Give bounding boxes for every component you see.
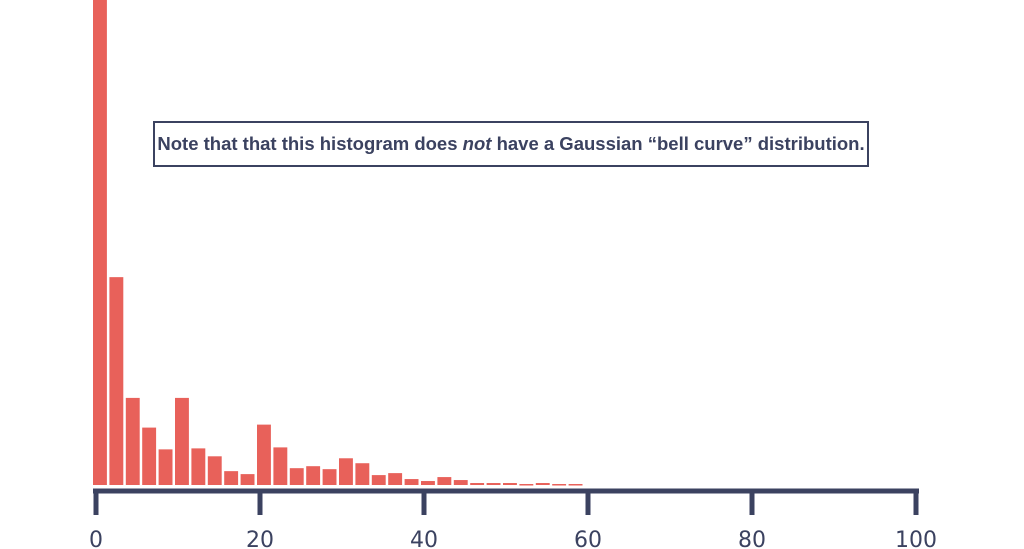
annotation-text-before: Note that that this histogram does bbox=[157, 133, 458, 154]
histogram-bar bbox=[125, 397, 140, 485]
x-tick-label: 40 bbox=[410, 528, 438, 549]
histogram-bar bbox=[306, 466, 321, 485]
histogram-bar bbox=[568, 484, 583, 486]
histogram-bar bbox=[322, 469, 337, 485]
histogram-bar bbox=[355, 463, 370, 485]
x-axis-tick bbox=[257, 489, 263, 515]
histogram-bar bbox=[519, 484, 534, 486]
histogram-bar bbox=[191, 448, 206, 485]
histogram-bar bbox=[453, 480, 468, 485]
annotation-text-after: have a Gaussian “bell curve” distributio… bbox=[496, 133, 865, 154]
x-tick-label: 100 bbox=[895, 528, 937, 549]
histogram-bar bbox=[371, 475, 386, 485]
histogram-bar bbox=[339, 458, 353, 485]
histogram-bar bbox=[486, 483, 501, 485]
histogram-bar bbox=[158, 449, 173, 485]
histogram-bar bbox=[404, 479, 419, 485]
histogram-bar bbox=[109, 277, 124, 485]
histogram-bar bbox=[257, 424, 271, 485]
x-axis-tick bbox=[749, 489, 755, 515]
histogram-bar bbox=[273, 447, 288, 485]
x-tick-label: 0 bbox=[89, 528, 103, 549]
histogram-bar bbox=[175, 397, 189, 485]
histogram-bar bbox=[93, 0, 107, 485]
x-tick-label: 80 bbox=[738, 528, 766, 549]
x-tick-label: 20 bbox=[246, 528, 274, 549]
histogram-bar bbox=[535, 483, 550, 485]
histogram-bar bbox=[289, 468, 304, 485]
x-axis-tick bbox=[93, 489, 99, 515]
x-axis-tick bbox=[913, 489, 919, 515]
x-tick-label: 60 bbox=[574, 528, 602, 549]
annotation-note: Note that that this histogram does not h… bbox=[153, 121, 869, 167]
histogram-bar bbox=[240, 474, 255, 485]
histogram-bar bbox=[224, 471, 239, 485]
histogram-bar bbox=[207, 456, 222, 485]
histogram-bar bbox=[552, 484, 567, 486]
x-axis-tick bbox=[421, 489, 427, 515]
histogram-bar bbox=[437, 477, 452, 485]
histogram-bar bbox=[470, 483, 485, 485]
annotation-text-emphasis: not bbox=[462, 133, 492, 154]
x-axis-tick bbox=[585, 489, 591, 515]
histogram-bar bbox=[421, 481, 435, 485]
histogram-bar bbox=[142, 427, 157, 485]
histogram-bar bbox=[503, 483, 517, 485]
histogram-bar bbox=[388, 473, 403, 485]
